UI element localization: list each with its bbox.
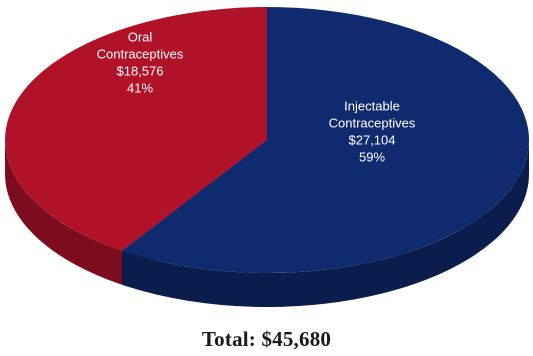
total-label: Total: $45,680 — [201, 327, 332, 351]
slice-label-line: 41% — [127, 81, 153, 96]
slice-label-1: Oral Contraceptives $18,576 41% — [97, 30, 184, 96]
slice-label-line: Injectable — [344, 99, 400, 114]
slice-label-line: Oral — [128, 30, 153, 45]
pie-slice-1 — [4, 7, 268, 251]
slice-label-line: Contraceptives — [97, 47, 184, 62]
pie-slice-0 — [121, 7, 529, 274]
slice-label-line: $27,104 — [349, 133, 396, 148]
pie-chart: Injectable Contraceptives $27,104 59% Oral Co… — [4, 7, 529, 307]
slice-label-line: 59% — [359, 150, 385, 165]
slice-label-0: Injectable Contraceptives $27,104 59% — [329, 99, 416, 165]
pie-slice-side-0 — [121, 140, 529, 307]
slice-label-line: $18,576 — [117, 64, 164, 79]
pie-slice-side-1 — [5, 140, 122, 285]
slice-label-line: Contraceptives — [329, 116, 416, 131]
